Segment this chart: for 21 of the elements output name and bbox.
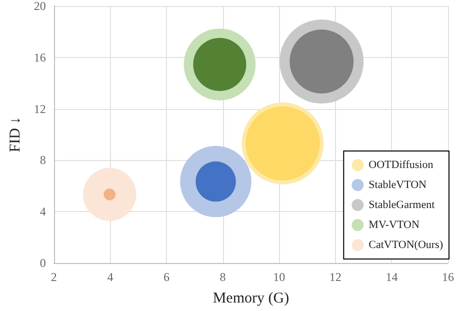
y-tick-label: 4 (40, 204, 46, 219)
x-tick-label: 16 (442, 270, 454, 284)
y-tick-label: 20 (34, 0, 46, 13)
x-tick-label: 12 (329, 270, 342, 284)
legend-label: CatVTON(Ours) (368, 239, 444, 251)
legend-label: StableVTON (368, 179, 427, 191)
y-tick-label: 8 (40, 153, 46, 168)
x-tick-label: 6 (164, 270, 170, 284)
x-tick-label: 14 (386, 270, 398, 284)
legend-label: OOTDiffusion (368, 159, 434, 171)
x-tick-label: 10 (273, 270, 286, 284)
y-axis-title: FID ↓ (8, 116, 24, 152)
legend-label: MV-VTON (368, 219, 420, 231)
x-tick-label: 2 (50, 270, 57, 284)
x-axis-title: Memory (G) (212, 290, 290, 306)
legend-label: StableGarment (368, 199, 435, 211)
y-tick-label: 12 (34, 102, 46, 116)
x-tick-label: 8 (220, 270, 226, 284)
y-tick-label: 16 (34, 50, 46, 64)
y-tick-label: 0 (40, 256, 46, 270)
x-tick-label: 4 (107, 270, 114, 284)
